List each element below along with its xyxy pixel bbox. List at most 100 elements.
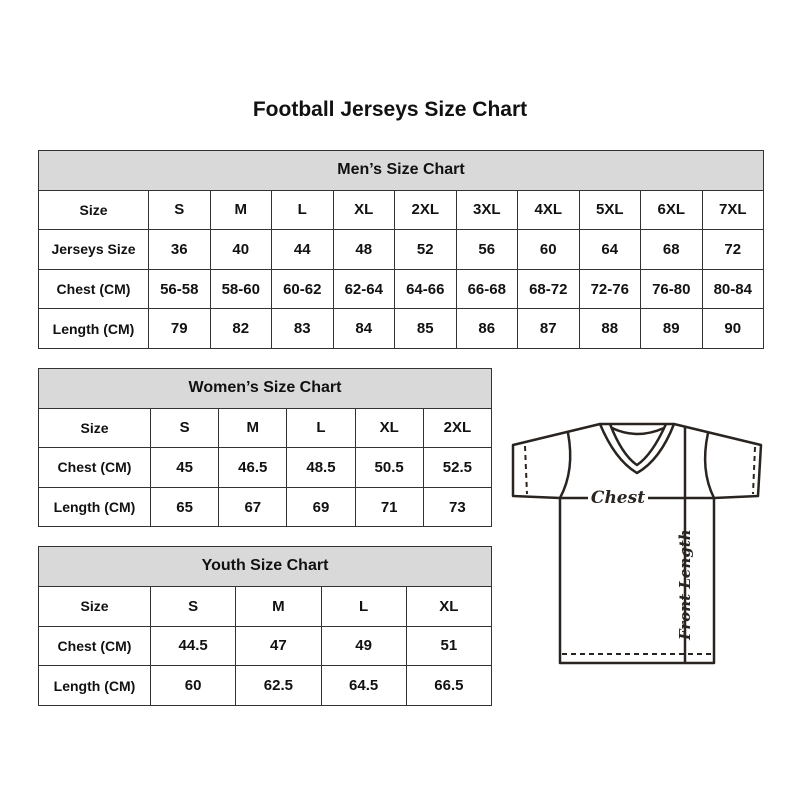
table-row: Chest (CM) 45 46.5 48.5 50.5 52.5 [38, 447, 493, 488]
row-label: Length (CM) [38, 665, 151, 707]
table-cell: XL [332, 189, 395, 231]
table-cell: 76-80 [640, 268, 703, 310]
table-cell: 52.5 [422, 447, 493, 488]
row-label: Size [38, 585, 151, 627]
collar [598, 422, 676, 475]
table-cell: 64.5 [320, 665, 407, 707]
table-cell: 68 [640, 229, 703, 270]
row-label: Chest (CM) [38, 625, 151, 667]
table-cell: 62-64 [332, 268, 395, 310]
table-cell: 72 [701, 229, 764, 270]
table-cell: XL [405, 585, 493, 627]
table-cell: 4XL [517, 189, 580, 231]
table-cell: 65 [149, 486, 220, 528]
table-cell: 56 [455, 229, 518, 270]
table-cell: S [148, 189, 211, 231]
chest-label: Chest [591, 488, 645, 508]
table-cell: S [149, 585, 237, 627]
table-cell: 6XL [640, 189, 703, 231]
table-cell: 49 [320, 625, 407, 667]
table-cell: 67 [218, 486, 288, 528]
table-row: Length (CM) 60 62.5 64.5 66.5 [38, 665, 493, 707]
table-cell: 50.5 [354, 447, 424, 488]
table-cell: 44.5 [149, 625, 237, 667]
table-cell: 51 [405, 625, 493, 667]
table-row: Length (CM) 65 67 69 71 73 [38, 486, 493, 528]
table-cell: 48.5 [286, 447, 356, 488]
table-cell: 79 [148, 308, 211, 349]
table-cell: 83 [271, 308, 334, 349]
jersey-diagram-icon: Chest Front Length [511, 422, 763, 665]
table-cell: M [218, 407, 288, 449]
table-cell: L [271, 189, 334, 231]
row-label: Jerseys Size [38, 229, 149, 270]
table-cell: 36 [148, 229, 211, 270]
jersey-body-outline [558, 498, 716, 665]
page-title: Football Jerseys Size Chart [252, 98, 528, 121]
table-cell: 69 [286, 486, 356, 528]
table-cell: 82 [209, 308, 272, 349]
table-cell: 71 [354, 486, 424, 528]
table-cell: 90 [701, 308, 764, 349]
table-cell: 60 [517, 229, 580, 270]
table-cell: 60-62 [271, 268, 334, 310]
table-cell: 80-84 [701, 268, 764, 310]
table-cell: 46.5 [218, 447, 288, 488]
table-cell: L [286, 407, 356, 449]
mens-size-table: Men’s Size Chart Size S M L XL 2XL 3XL 4XL 5XL 6XL… [38, 150, 764, 349]
table-cell: 2XL [394, 189, 457, 231]
table-cell: 88 [578, 308, 641, 349]
table-cell: M [235, 585, 322, 627]
table-cell: M [209, 189, 272, 231]
table-cell: 7XL [701, 189, 764, 231]
table-cell: 58-60 [209, 268, 272, 310]
table-cell: 48 [332, 229, 395, 270]
table-cell: 64 [578, 229, 641, 270]
table-cell: 89 [640, 308, 703, 349]
table-cell: 87 [517, 308, 580, 349]
womens-size-table: Women’s Size Chart Size S M L XL 2XL Chest (CM)… [38, 368, 493, 528]
table-row: Chest (CM) 44.5 47 49 51 [38, 625, 493, 667]
table-row: Size S M L XL 2XL [38, 407, 493, 449]
table-cell: 68-72 [517, 268, 580, 310]
women-caption: Women’s Size Chart [38, 368, 492, 409]
table-cell: 66.5 [405, 665, 493, 707]
table-cell: 84 [332, 308, 395, 349]
table-cell: 72-76 [578, 268, 641, 310]
row-label: Chest (CM) [38, 268, 149, 310]
table-row: Size S M L XL 2XL 3XL 4XL 5XL 6XL 7XL [38, 189, 764, 231]
table-row: Jerseys Size 36 40 44 48 52 56 60 64 68 72 [38, 229, 764, 270]
table-cell: 40 [209, 229, 272, 270]
table-cell: 62.5 [235, 665, 322, 707]
table-cell: 73 [422, 486, 493, 528]
table-row: Length (CM) 79 82 83 84 85 86 87 88 89 90 [38, 308, 764, 349]
table-cell: 85 [394, 308, 457, 349]
row-label: Chest (CM) [38, 447, 151, 488]
table-cell: 45 [149, 447, 220, 488]
table-cell: 64-66 [394, 268, 457, 310]
row-label: Size [38, 407, 151, 449]
row-label: Length (CM) [38, 486, 151, 528]
table-cell: 2XL [422, 407, 493, 449]
youth-caption: Youth Size Chart [38, 546, 492, 587]
table-cell: 47 [235, 625, 322, 667]
men-caption: Men’s Size Chart [38, 150, 764, 191]
right-sleeve [673, 422, 763, 500]
table-cell: 52 [394, 229, 457, 270]
left-sleeve [511, 422, 601, 500]
table-cell: 56-58 [148, 268, 211, 310]
row-label: Length (CM) [38, 308, 149, 349]
table-row: Size S M L XL [38, 585, 493, 627]
table-cell: 66-68 [455, 268, 518, 310]
front-length-label: Front Length [676, 529, 694, 641]
table-cell: 60 [149, 665, 237, 707]
table-cell: 5XL [578, 189, 641, 231]
youth-size-table: Youth Size Chart Size S M L XL Chest (CM) 44.5 4… [38, 546, 493, 707]
table-cell: 3XL [455, 189, 518, 231]
table-cell: XL [354, 407, 424, 449]
table-cell: S [149, 407, 220, 449]
table-cell: 44 [271, 229, 334, 270]
table-cell: L [320, 585, 407, 627]
table-row: Chest (CM) 56-58 58-60 60-62 62-64 64-66 66-68… [38, 268, 764, 310]
row-label: Size [38, 189, 149, 231]
